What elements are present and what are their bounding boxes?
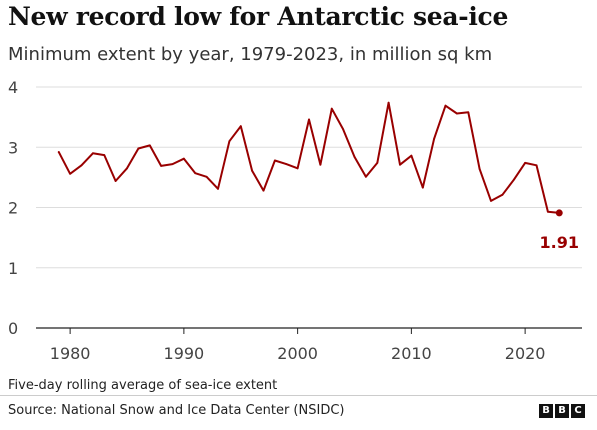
x-tick-label: 2000 xyxy=(277,344,318,363)
data-point xyxy=(171,163,174,166)
source-bar: Source: National Snow and Ice Data Cente… xyxy=(0,395,597,430)
chart-title: New record low for Antarctic sea-ice xyxy=(8,2,509,31)
data-point xyxy=(444,104,447,107)
data-point xyxy=(160,165,163,167)
data-point xyxy=(228,140,231,143)
data-point xyxy=(319,163,322,166)
y-tick-label: 1 xyxy=(8,259,18,278)
bbc-logo: B B C xyxy=(539,404,585,418)
y-tick-label: 4 xyxy=(8,78,18,97)
data-point xyxy=(205,175,208,178)
data-point xyxy=(501,193,504,196)
data-point xyxy=(69,172,72,175)
data-point xyxy=(524,162,527,164)
bbc-logo-letter: C xyxy=(571,404,585,418)
chart-footnote: Five-day rolling average of sea-ice exte… xyxy=(8,378,278,393)
source-note: Source: National Snow and Ice Data Cente… xyxy=(8,403,345,418)
x-tick-label: 1990 xyxy=(164,344,205,363)
data-point xyxy=(148,144,151,147)
data-point xyxy=(421,186,424,189)
data-point xyxy=(194,172,197,175)
data-point xyxy=(330,107,333,110)
data-point xyxy=(364,175,367,178)
data-point xyxy=(262,189,265,192)
data-point xyxy=(137,147,140,150)
data-point xyxy=(114,180,117,182)
data-point xyxy=(433,137,436,140)
data-point xyxy=(512,178,515,181)
data-point xyxy=(182,157,185,160)
y-tick-label: 0 xyxy=(8,319,18,338)
bbc-logo-letter: B xyxy=(555,404,569,418)
x-tick-label: 2020 xyxy=(505,344,546,363)
data-point xyxy=(126,167,128,170)
data-point xyxy=(296,167,299,170)
bbc-logo-letter: B xyxy=(539,404,553,418)
data-point xyxy=(546,210,549,213)
data-point xyxy=(273,159,276,162)
data-point xyxy=(103,154,106,156)
data-point xyxy=(217,187,219,190)
sea-ice-line-chart: 0 1 2 3 4 1980 1990 2000 2010 2020 1.91 xyxy=(8,78,582,363)
data-point xyxy=(410,154,413,157)
data-point xyxy=(251,169,254,172)
data-point xyxy=(80,164,83,167)
data-point xyxy=(535,164,538,167)
data-point xyxy=(467,111,470,114)
data-point xyxy=(57,151,60,153)
data-point xyxy=(353,155,356,158)
x-tick-label: 2010 xyxy=(391,344,432,363)
data-point xyxy=(490,199,492,202)
y-tick-label: 2 xyxy=(8,199,18,218)
data-point xyxy=(399,163,401,166)
data-point xyxy=(239,125,242,128)
data-point xyxy=(455,112,458,115)
data-label-2023: 1.91 xyxy=(540,233,579,252)
data-point xyxy=(308,118,310,121)
highlight-point-2023 xyxy=(555,209,563,217)
data-point xyxy=(387,101,390,104)
data-point xyxy=(91,152,94,155)
x-tick-label: 1980 xyxy=(50,344,91,363)
y-tick-label: 3 xyxy=(8,138,18,157)
data-point xyxy=(342,128,345,131)
data-point xyxy=(285,163,288,166)
data-point xyxy=(478,168,481,170)
data-point xyxy=(376,162,379,164)
chart-subtitle: Minimum extent by year, 1979-2023, in mi… xyxy=(8,44,493,65)
